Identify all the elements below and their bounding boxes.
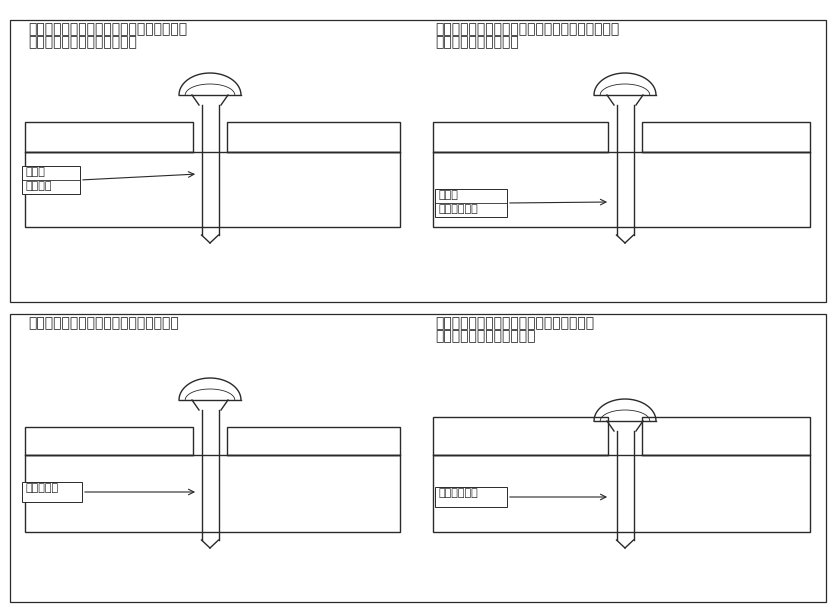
Polygon shape [22,482,82,502]
Text: おねじ: おねじ [438,190,458,200]
Text: 強度が高い場合に発生: 強度が高い場合に発生 [435,35,519,49]
Text: めねじ破断：相手材が樹脂の場合に発生: めねじ破断：相手材が樹脂の場合に発生 [28,316,179,330]
Text: おねじ胴部破断：相手材金属の場合に発生: おねじ胴部破断：相手材金属の場合に発生 [28,22,187,36]
Polygon shape [435,487,507,507]
Text: ねじ山せん断: ねじ山せん断 [438,204,477,214]
Polygon shape [22,166,80,194]
Polygon shape [435,189,507,217]
Text: 被締結物陥没：被締結材が柔らかい場合、: 被締結物陥没：被締結材が柔らかい場合、 [435,316,594,330]
Text: めねじ破断: めねじ破断 [25,483,59,493]
Text: 被締結材が薄い場合に発生: 被締結材が薄い場合に発生 [435,329,536,343]
Text: 相手材硬質樹脂の場合に発生: 相手材硬質樹脂の場合に発生 [28,35,137,49]
Text: おねじ　ねじ山せん断：小ねじ使用時、めねじの: おねじ ねじ山せん断：小ねじ使用時、めねじの [435,22,619,36]
Text: 胴部破断: 胴部破断 [25,181,52,191]
Text: おねじ: おねじ [25,167,45,177]
Text: 被締結物陥没: 被締結物陥没 [438,488,477,498]
